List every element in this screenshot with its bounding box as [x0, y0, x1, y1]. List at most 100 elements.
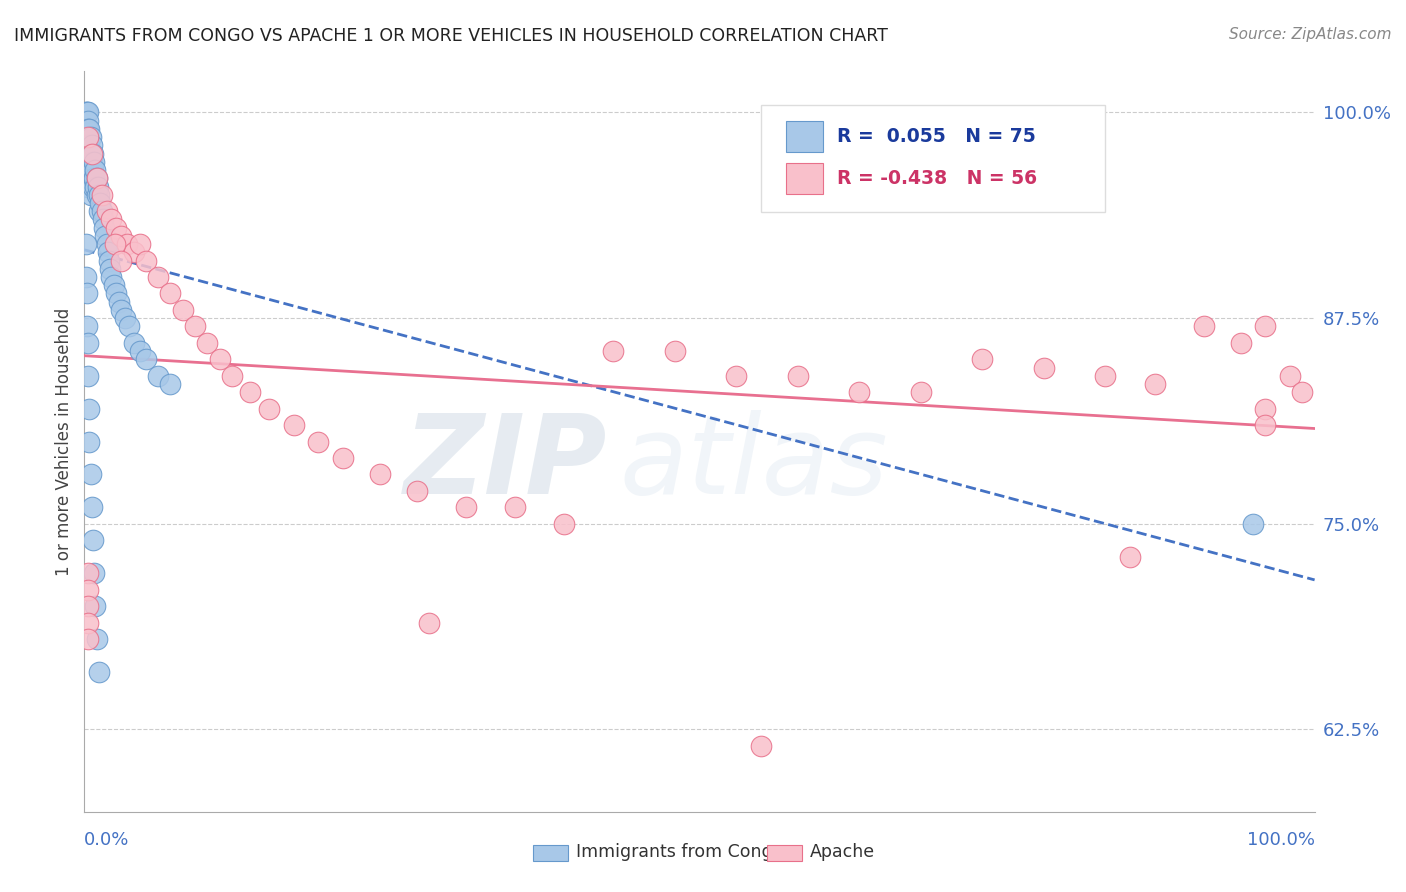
Point [87, 665, 111, 679]
Point [602, 344, 624, 359]
Point [77, 179, 100, 194]
Point [94, 228, 117, 243]
Point [128, 344, 150, 359]
Point [553, 516, 575, 531]
Point [1033, 360, 1056, 375]
Point [79, 130, 101, 145]
Point [76, 319, 98, 334]
Point [128, 237, 150, 252]
Point [148, 368, 170, 383]
Point [75, 138, 97, 153]
Point [1143, 376, 1166, 391]
Point [122, 335, 145, 350]
Point [90, 204, 112, 219]
Point [86, 171, 108, 186]
Point [87, 204, 111, 219]
Point [77, 335, 100, 350]
Point [91, 212, 114, 227]
Point [184, 319, 207, 334]
Point [454, 500, 477, 515]
Point [197, 335, 219, 350]
Point [1279, 368, 1302, 383]
Point [503, 500, 526, 515]
Point [159, 376, 181, 391]
Point [77, 599, 100, 613]
Point [83, 171, 105, 186]
Point [79, 467, 101, 482]
Point [84, 599, 107, 613]
Point [77, 130, 100, 145]
Point [83, 566, 105, 581]
Point [84, 163, 107, 178]
Point [1254, 418, 1277, 433]
Point [86, 171, 108, 186]
Point [100, 270, 122, 285]
Point [83, 154, 105, 169]
Point [1094, 368, 1116, 383]
Point [76, 122, 98, 136]
Point [80, 146, 103, 161]
Text: R = -0.438   N = 56: R = -0.438 N = 56 [838, 169, 1038, 188]
Point [96, 204, 118, 219]
Point [97, 245, 120, 260]
Point [418, 615, 440, 630]
Point [80, 171, 103, 186]
Point [80, 154, 103, 169]
Point [787, 368, 810, 383]
Point [105, 286, 128, 301]
Text: Apache: Apache [810, 844, 876, 862]
Point [749, 739, 772, 753]
Point [75, 270, 97, 285]
Point [77, 615, 100, 630]
Point [1119, 549, 1142, 564]
Point [110, 228, 132, 243]
Point [110, 253, 132, 268]
Point [79, 171, 101, 186]
Point [117, 237, 139, 252]
Text: ZIP: ZIP [404, 410, 607, 517]
Point [89, 196, 111, 211]
Point [75, 105, 97, 120]
Text: R =  0.055   N = 75: R = 0.055 N = 75 [838, 127, 1036, 146]
Point [664, 344, 686, 359]
Point [84, 179, 107, 194]
Point [77, 566, 100, 581]
Point [75, 237, 97, 252]
Point [76, 286, 98, 301]
Point [79, 401, 101, 416]
Point [1254, 401, 1277, 416]
Text: 100.0%: 100.0% [1247, 831, 1315, 849]
Point [77, 632, 100, 646]
Point [1241, 516, 1264, 531]
Point [208, 352, 231, 367]
Point [283, 418, 305, 433]
Point [93, 220, 115, 235]
Point [80, 500, 103, 515]
Point [104, 237, 127, 252]
Point [76, 171, 98, 186]
Point [79, 434, 101, 449]
Point [80, 138, 103, 153]
Point [221, 368, 243, 383]
Y-axis label: 1 or more Vehicles in Household: 1 or more Vehicles in Household [55, 308, 73, 575]
Point [172, 302, 194, 317]
Text: Source: ZipAtlas.com: Source: ZipAtlas.com [1229, 27, 1392, 42]
Point [114, 311, 136, 326]
Point [87, 179, 110, 194]
Point [100, 212, 122, 227]
FancyBboxPatch shape [768, 845, 801, 862]
Point [86, 187, 108, 202]
Point [848, 385, 870, 400]
Point [77, 130, 100, 145]
Point [108, 294, 131, 309]
Point [122, 245, 145, 260]
Point [75, 122, 97, 136]
Point [77, 105, 100, 120]
Point [77, 146, 100, 161]
Point [82, 533, 104, 548]
FancyBboxPatch shape [533, 845, 568, 862]
FancyBboxPatch shape [761, 104, 1105, 212]
Point [725, 368, 748, 383]
Point [405, 483, 427, 498]
Point [79, 146, 101, 161]
